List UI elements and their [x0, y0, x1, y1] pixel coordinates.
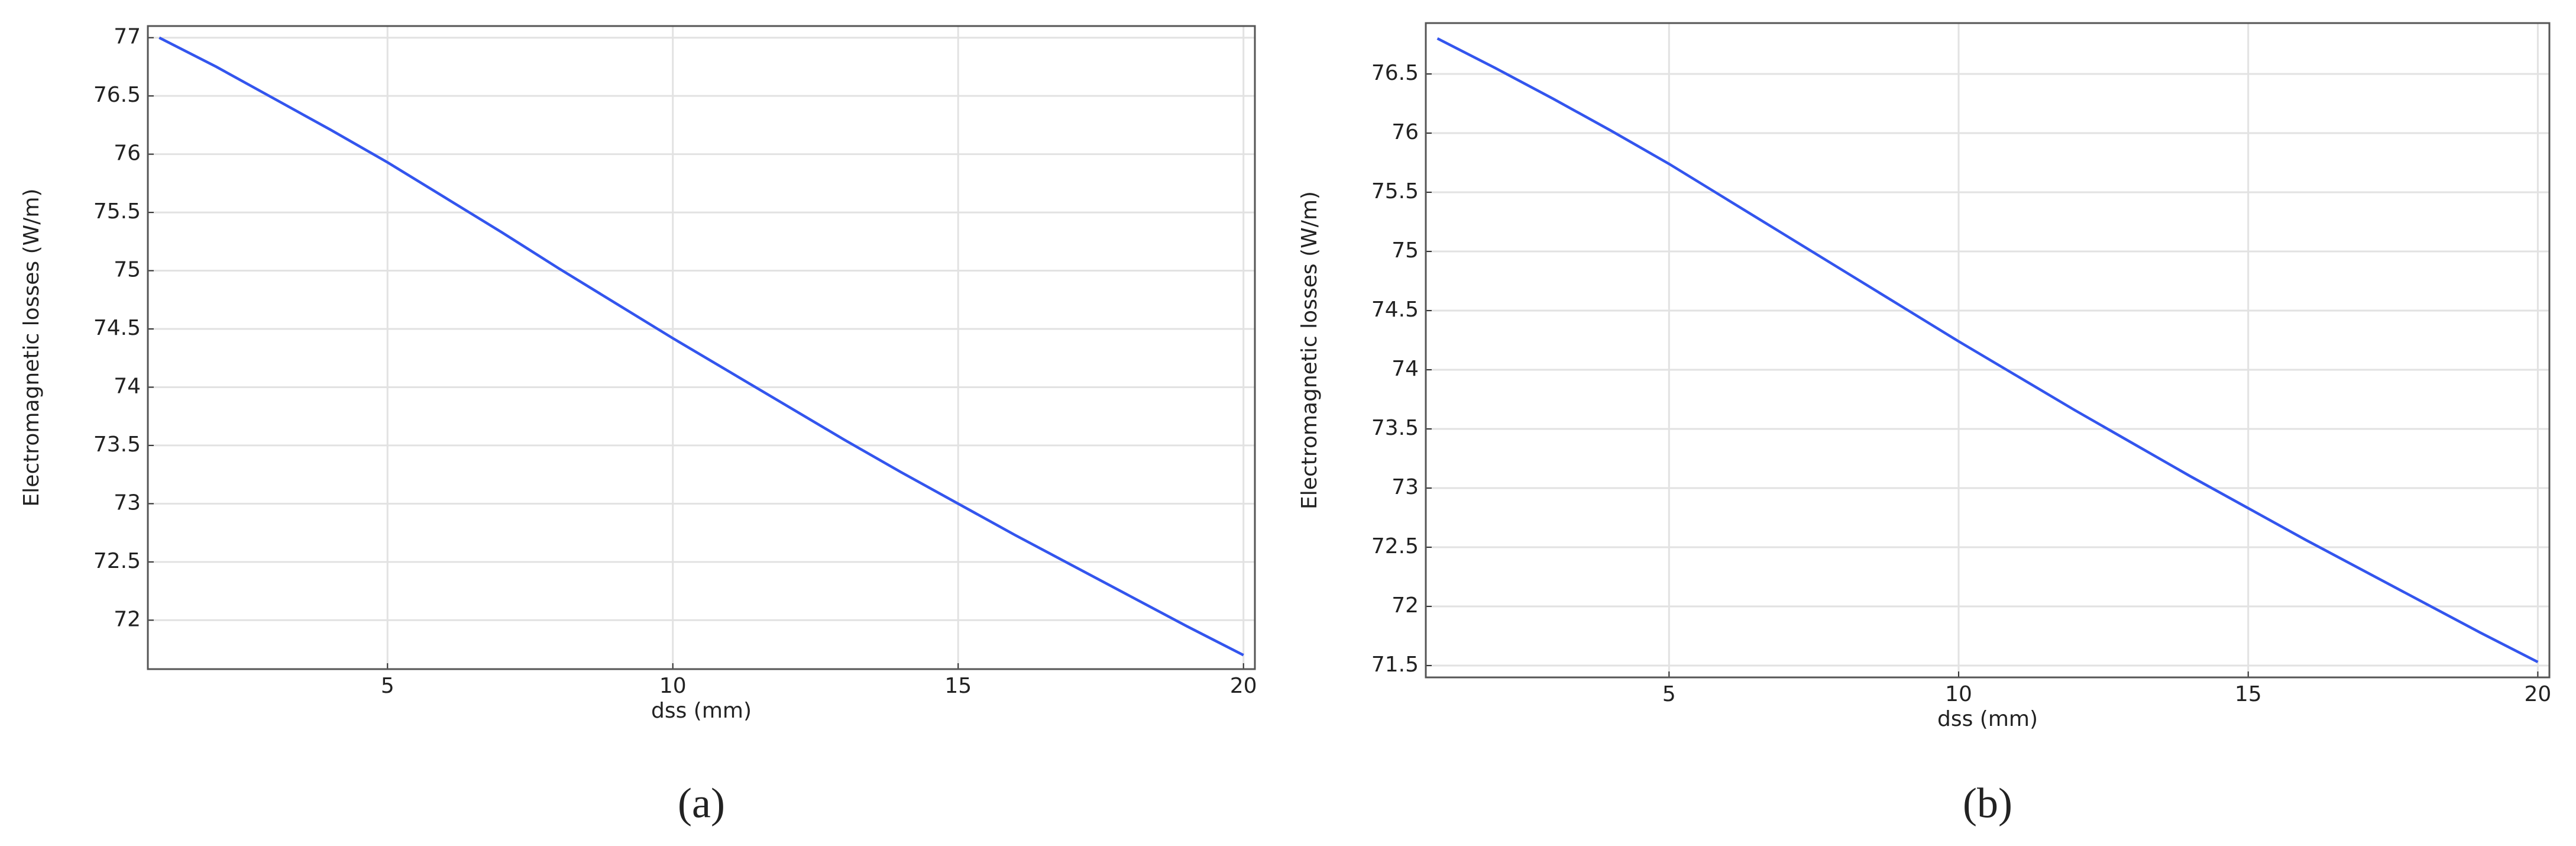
x-tick-label: 10 [659, 674, 687, 698]
y-tick-label: 72.5 [93, 549, 141, 573]
x-tick-label: 15 [2235, 682, 2262, 706]
y-tick-label: 74.5 [93, 316, 141, 340]
caption: (a) [678, 780, 725, 827]
caption: (b) [1963, 780, 2012, 827]
x-tick-label: 10 [1945, 682, 1972, 706]
x-axis-label: dss (mm) [1937, 707, 2038, 731]
y-tick-label: 72.5 [1371, 534, 1419, 558]
y-tick-label: 74.5 [1371, 298, 1419, 322]
y-tick-label: 75 [114, 258, 141, 282]
y-tick-label: 72 [114, 607, 141, 631]
x-tick-label: 20 [2525, 682, 2552, 706]
plot-frame [1425, 22, 2551, 679]
y-tick-label: 72 [1391, 593, 1419, 618]
y-tick-label: 75 [1391, 238, 1419, 263]
y-tick-label: 73.5 [93, 432, 141, 457]
y-tick-label: 77 [114, 25, 141, 49]
y-tick-label: 74 [114, 374, 141, 398]
x-tick-label: 5 [381, 674, 394, 698]
y-axis-label: Electromagnetic losses (W/m) [1297, 191, 1322, 509]
y-tick-label: 75.5 [1371, 179, 1419, 204]
data-line [158, 36, 1244, 657]
y-tick-label: 76 [1391, 120, 1419, 144]
plot-frame [147, 25, 1256, 670]
x-tick-label: 5 [1662, 682, 1676, 706]
y-tick-label: 76 [114, 141, 141, 166]
x-axis-label: dss (mm) [651, 699, 752, 723]
y-tick-label: 73 [114, 490, 141, 515]
y-tick-label: 74 [1391, 357, 1419, 381]
x-tick-label: 20 [1230, 674, 1257, 698]
data-line [1436, 37, 2539, 664]
y-tick-label: 73.5 [1371, 416, 1419, 440]
y-tick-label: 76.5 [93, 83, 141, 107]
y-tick-label: 71.5 [1371, 653, 1419, 677]
y-axis-label: Electromagnetic losses (W/m) [20, 189, 44, 507]
y-tick-label: 73 [1391, 475, 1419, 499]
x-tick-label: 15 [944, 674, 972, 698]
y-tick-label: 75.5 [93, 199, 141, 224]
y-tick-label: 76.5 [1371, 61, 1419, 85]
